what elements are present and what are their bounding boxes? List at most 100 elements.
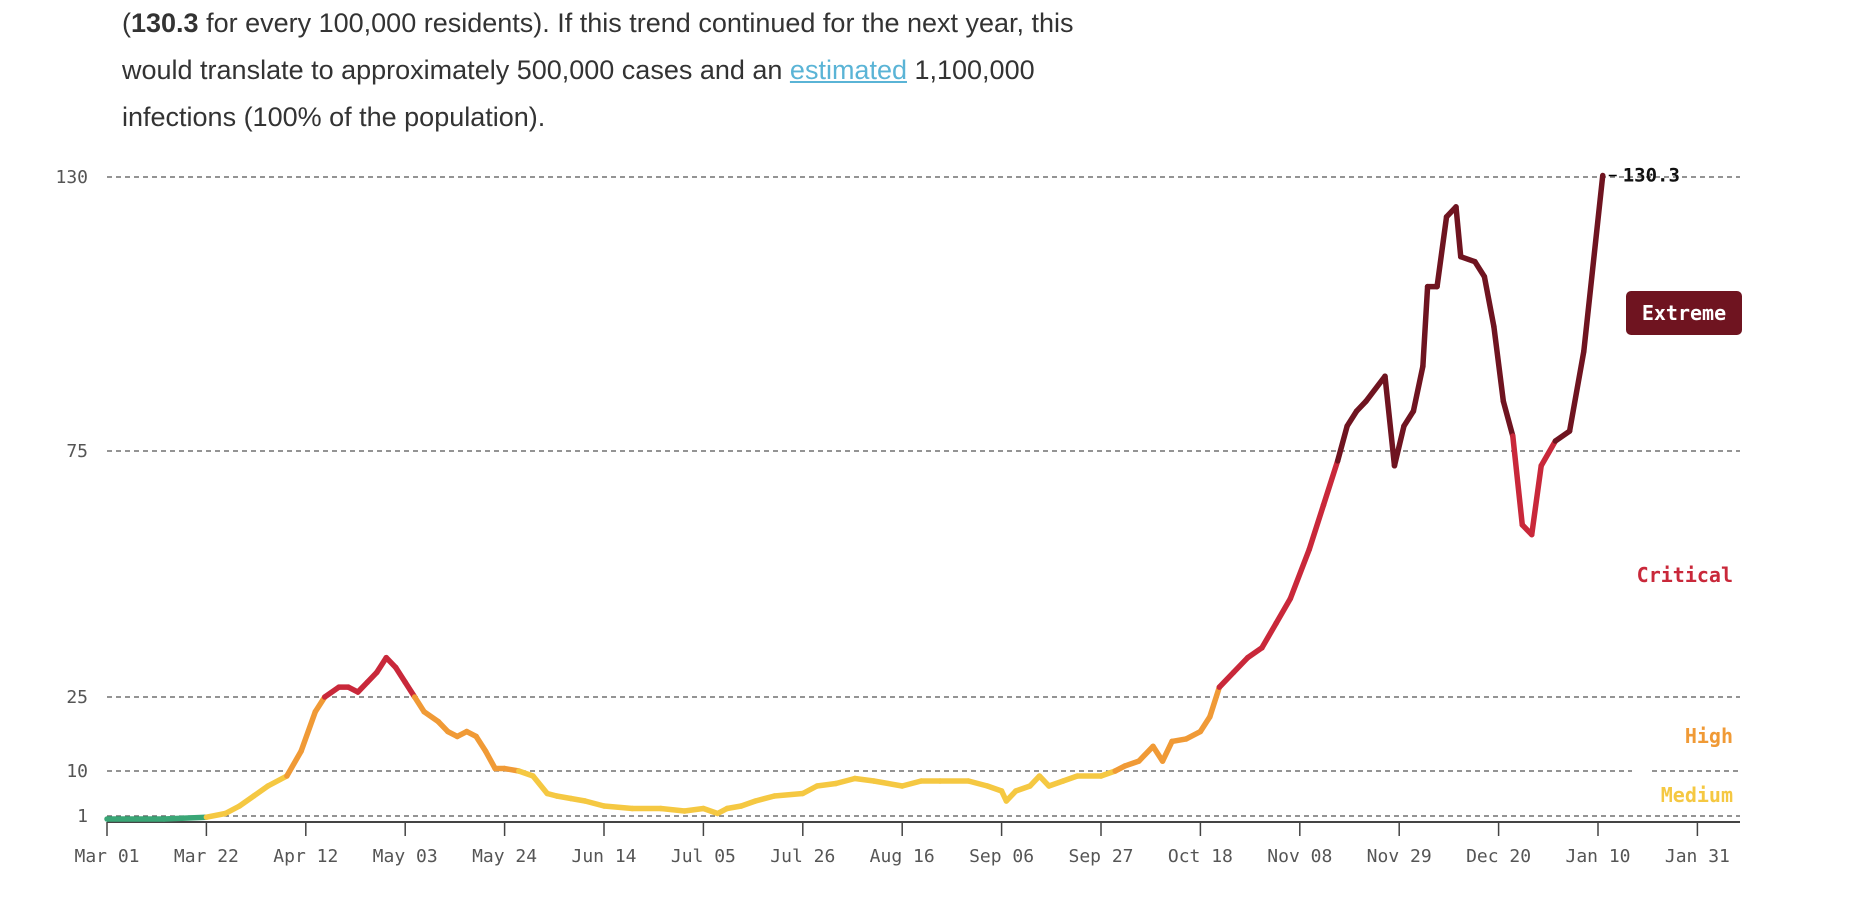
series-segment — [899, 778, 924, 789]
intro-line-1: (130.3 for every 100,000 residents). If … — [122, 0, 1222, 47]
series-segment — [771, 790, 806, 799]
series-segment — [1334, 423, 1350, 464]
y-tick-label: 1 — [77, 806, 88, 827]
series-segment — [1259, 620, 1279, 651]
series-segment — [284, 748, 304, 779]
series-segment — [1216, 669, 1237, 690]
series-segment — [814, 780, 839, 789]
series-segment — [1500, 398, 1516, 439]
series-segment — [411, 694, 427, 715]
series-segment — [1510, 433, 1526, 528]
end-value-label: 130.3 — [1623, 165, 1680, 187]
intro-line-2: would translate to approximately 500,000… — [122, 47, 1222, 94]
series-segment — [473, 733, 489, 755]
risk-label-extreme: Extreme — [1642, 301, 1726, 325]
risk-label-critical: Critical — [1637, 563, 1733, 587]
series-segment — [852, 775, 877, 784]
series-segment — [752, 793, 778, 804]
series-segment — [1344, 408, 1360, 429]
series-segment — [321, 684, 342, 700]
series-segment — [1420, 283, 1431, 370]
intro-line1-text: for every 100,000 residents). If this tr… — [198, 8, 1074, 38]
series-segment — [250, 783, 271, 799]
series-segment — [1244, 645, 1265, 661]
series-segment — [1207, 684, 1223, 720]
x-tick-label: Jun 14 — [571, 846, 636, 867]
series-segment — [203, 810, 229, 820]
series-segment — [161, 814, 210, 822]
x-tick-label: Oct 18 — [1168, 846, 1233, 867]
series-segment — [1273, 595, 1294, 626]
series-segment — [601, 803, 636, 812]
x-tick-label: Sep 27 — [1068, 846, 1133, 867]
series-segment — [871, 778, 905, 789]
series-segment — [1287, 546, 1313, 602]
series-segment — [392, 664, 408, 685]
x-tick-label: Mar 01 — [74, 846, 139, 867]
x-tick-label: May 03 — [373, 846, 438, 867]
intro-line2-text: would translate to approximately 500,000… — [122, 55, 790, 85]
intro-line2-end: 1,100,000 — [906, 55, 1035, 85]
series-segment — [1159, 738, 1175, 764]
series-segment — [312, 694, 328, 715]
series-segment — [1453, 204, 1464, 260]
x-tick-label: Sep 06 — [969, 846, 1034, 867]
x-tick-label: Jul 26 — [770, 846, 835, 867]
x-tick-label: Jan 10 — [1565, 846, 1630, 867]
series-segment — [1566, 348, 1587, 434]
intro-line-3: infections (100% of the population). — [122, 102, 546, 132]
series-segment — [421, 709, 442, 725]
x-tick-label: Mar 22 — [174, 846, 239, 867]
series-segment — [530, 773, 550, 797]
series-segment — [1491, 323, 1507, 404]
series-segment — [402, 679, 418, 700]
series-segment — [1472, 258, 1488, 280]
y-tick-label: 130 — [55, 167, 88, 188]
series-segment — [374, 654, 390, 676]
series-segment — [1552, 428, 1573, 444]
intro-paragraph: (130.3 for every 100,000 residents). If … — [122, 0, 1222, 141]
x-tick-label: Jan 31 — [1665, 846, 1730, 867]
series-segment — [1320, 458, 1341, 508]
series-segment — [236, 793, 257, 809]
y-tick-label: 25 — [66, 687, 88, 708]
series-segment — [298, 709, 319, 755]
series-segment — [681, 805, 707, 814]
series-segment — [1581, 172, 1606, 355]
series-segment — [1382, 373, 1398, 469]
series-segment — [1391, 423, 1407, 469]
intro-open-paren: ( — [122, 8, 131, 38]
series-segment — [1306, 502, 1327, 553]
series-segment — [1401, 408, 1417, 429]
intro-rate-value: 130.3 — [131, 8, 199, 38]
series-segment — [1410, 363, 1426, 414]
series-segment — [1481, 273, 1497, 330]
series-segment — [1528, 463, 1544, 538]
series-segment — [833, 775, 858, 787]
estimated-link[interactable]: estimated — [789, 55, 907, 85]
x-tick-label: Dec 20 — [1466, 846, 1531, 867]
series-segment — [658, 805, 688, 814]
series-segment — [265, 773, 290, 789]
series-segment — [965, 778, 991, 789]
series-segment — [482, 748, 498, 772]
x-tick-label: Aug 16 — [870, 846, 935, 867]
series-segment — [1363, 373, 1388, 404]
risk-label-medium: Medium — [1661, 783, 1733, 807]
x-tick-label: Nov 29 — [1367, 846, 1432, 867]
risk-label-high: High — [1685, 724, 1733, 748]
y-tick-label: 10 — [66, 761, 88, 782]
x-tick-label: Nov 08 — [1267, 846, 1332, 867]
y-tick-label: 75 — [66, 441, 88, 462]
series-segment — [1136, 743, 1156, 764]
series-segment — [1230, 654, 1251, 676]
x-tick-label: May 24 — [472, 846, 537, 867]
x-tick-label: Jul 05 — [671, 846, 736, 867]
risk-label-box-extreme — [1626, 291, 1742, 335]
series-segment — [582, 798, 607, 809]
series-segment — [1434, 214, 1450, 290]
series-segment — [1538, 438, 1559, 469]
x-tick-label: Apr 12 — [273, 846, 338, 867]
series-segment — [1197, 713, 1213, 735]
